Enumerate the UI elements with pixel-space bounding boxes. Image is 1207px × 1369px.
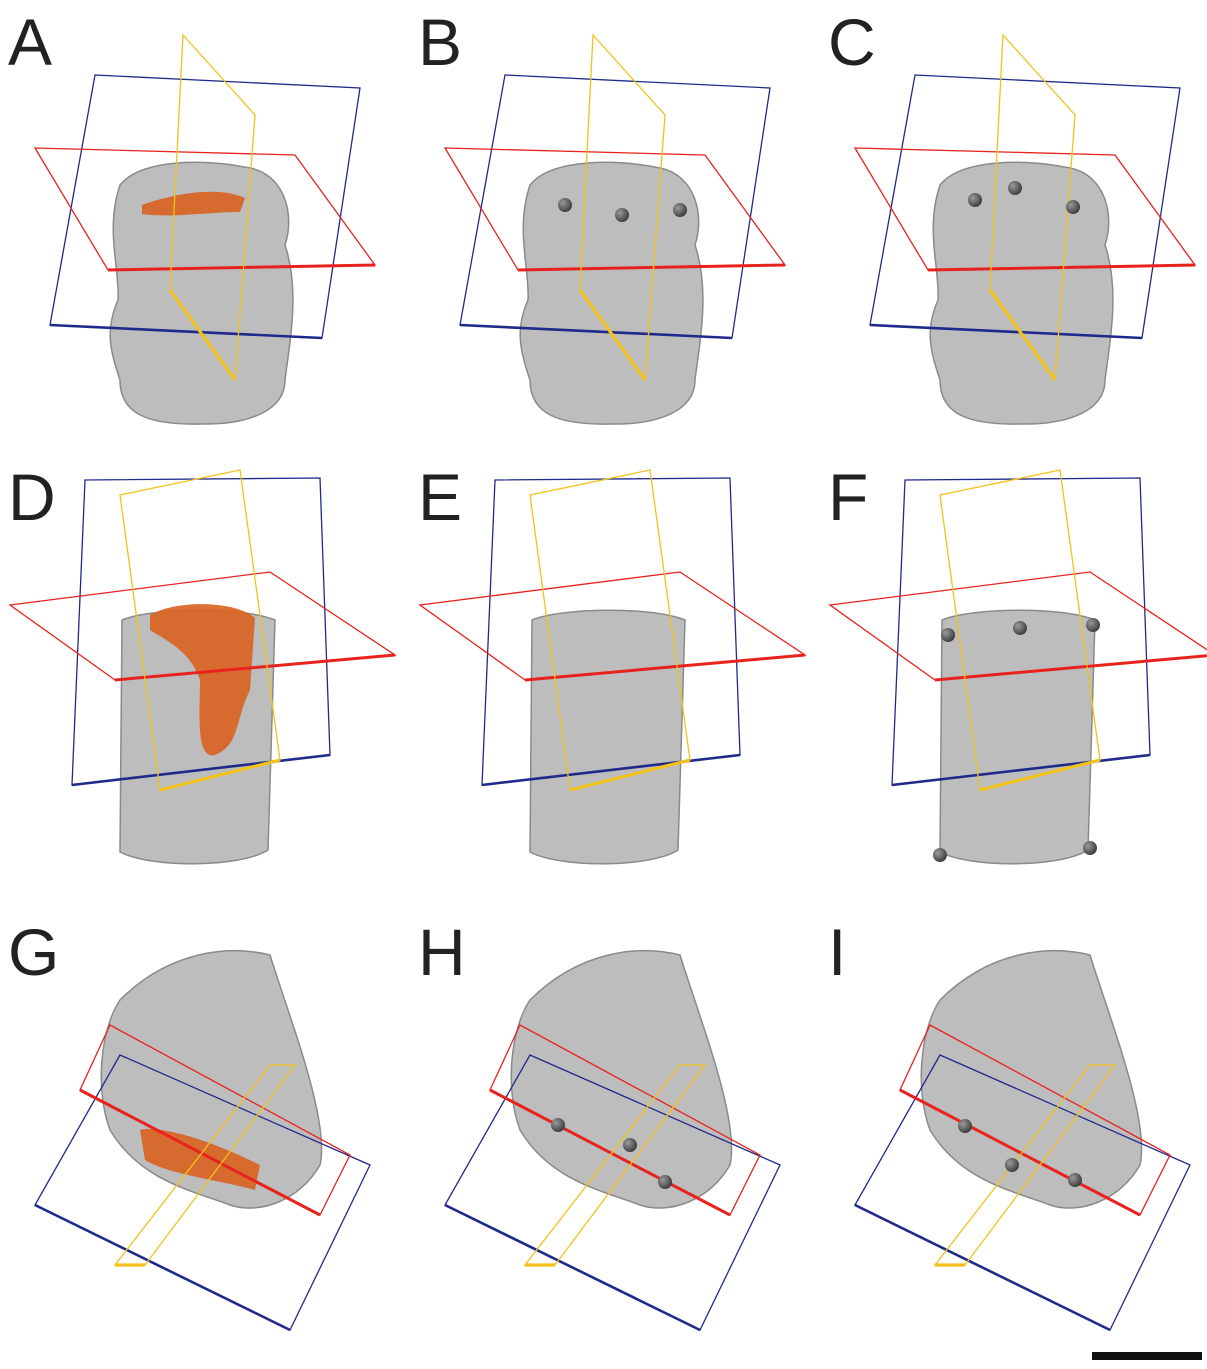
bone-surface	[530, 610, 685, 864]
landmark	[941, 628, 955, 642]
landmark	[968, 193, 982, 207]
landmark	[1086, 618, 1100, 632]
panel-label: D	[8, 460, 56, 534]
landmark	[933, 848, 947, 862]
landmark	[658, 1175, 672, 1189]
panel: A	[8, 5, 375, 424]
panel: G	[8, 915, 370, 1330]
landmark	[1013, 621, 1027, 635]
panel-label: A	[8, 5, 52, 79]
landmark	[1068, 1173, 1082, 1187]
panel-label: C	[828, 5, 876, 79]
bone-surface	[930, 162, 1113, 424]
panel-label: F	[828, 460, 868, 534]
plane-edge	[35, 1205, 290, 1330]
bone-surface	[940, 610, 1095, 864]
landmark	[1005, 1158, 1019, 1172]
panel-label: H	[418, 915, 466, 989]
panel: F	[828, 460, 1207, 864]
panel: C	[828, 5, 1195, 424]
bone-surface	[520, 162, 703, 424]
plane-edge	[445, 1205, 700, 1330]
panel: B	[418, 5, 785, 424]
plane-edge	[855, 1205, 1110, 1330]
landmark	[558, 198, 572, 212]
panel-label: I	[828, 915, 846, 989]
panel: I	[828, 915, 1190, 1330]
panel-label: G	[8, 915, 59, 989]
page: ABCDEFGHI (() => { const data = JSON.par…	[0, 0, 1207, 1369]
landmark	[1083, 841, 1097, 855]
landmark	[958, 1119, 972, 1133]
landmark	[1066, 200, 1080, 214]
landmark	[1008, 181, 1022, 195]
scale-bar	[1092, 1352, 1202, 1360]
panel: H	[418, 915, 780, 1330]
landmark	[551, 1118, 565, 1132]
panel-label: E	[418, 460, 462, 534]
landmark	[673, 203, 687, 217]
landmark	[623, 1138, 637, 1152]
landmark	[615, 208, 629, 222]
panel-label: B	[418, 5, 462, 79]
figure: A B C D E F G H I	[0, 0, 1207, 1369]
panel: D	[8, 460, 395, 864]
